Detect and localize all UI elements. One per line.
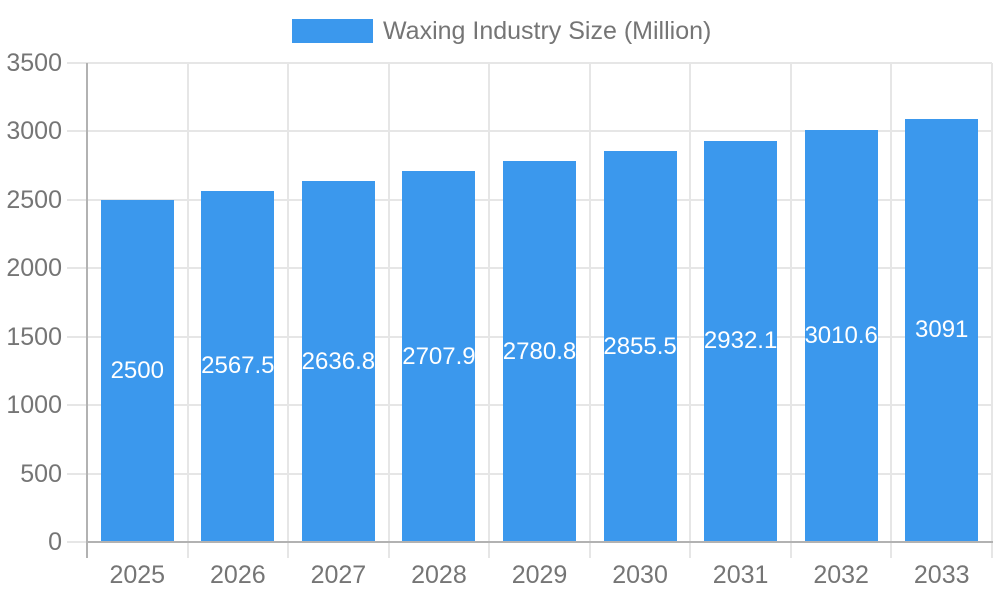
- y-tick-label: 1500: [6, 322, 62, 351]
- category-gridline: [890, 63, 893, 558]
- bar-value-label: 2855.5: [603, 332, 677, 360]
- bar: [100, 199, 174, 542]
- legend-swatch-icon: [292, 19, 373, 43]
- y-tick-label: 3000: [6, 117, 62, 146]
- y-tick-label: 2500: [6, 185, 62, 214]
- bar-value-label: 2707.9: [402, 342, 476, 370]
- y-gridline: [67, 130, 992, 133]
- bar-value-label: 3091: [915, 316, 969, 344]
- bar: [704, 140, 778, 542]
- bar: [603, 151, 677, 542]
- x-tick-label: 2027: [310, 561, 367, 589]
- bar-value-label: 2567.5: [201, 352, 275, 380]
- bar-value-label: 2500: [110, 356, 164, 384]
- category-gridline: [387, 63, 390, 558]
- bar: [201, 190, 275, 542]
- x-tick-label: 2030: [612, 561, 668, 589]
- bar: [301, 181, 375, 542]
- x-tick-label: 2028: [411, 561, 467, 589]
- y-tick-label: 2000: [6, 254, 62, 283]
- bar-value-label: 2932.1: [703, 327, 778, 355]
- x-tick-label: 2026: [210, 561, 266, 589]
- y-tick-label: 1000: [6, 391, 62, 420]
- bar: [503, 161, 576, 542]
- x-tick-label: 2032: [813, 561, 869, 589]
- category-gridline: [991, 63, 993, 558]
- bar-value-label: 3010.6: [804, 321, 878, 349]
- x-tick-label: 2029: [511, 561, 568, 589]
- category-gridline: [689, 63, 692, 558]
- x-tick-label: 2025: [109, 561, 166, 589]
- x-tick-label: 2033: [913, 561, 970, 589]
- y-tick-label: 3500: [6, 49, 62, 77]
- bar-value-label: 2636.8: [301, 347, 376, 375]
- bar: [804, 129, 878, 542]
- category-gridline: [287, 63, 290, 558]
- category-gridline: [588, 63, 591, 558]
- bar: [905, 118, 979, 542]
- legend-label: Waxing Industry Size (Million): [383, 16, 712, 45]
- y-tick-label: 500: [20, 459, 62, 488]
- bar-value-label: 2780.8: [502, 337, 577, 365]
- y-tick-label: 0: [48, 528, 62, 556]
- bar: [402, 171, 476, 542]
- y-gridline: [67, 62, 992, 64]
- y-axis-line: [86, 63, 88, 558]
- x-axis-line: [86, 541, 993, 543]
- category-gridline: [186, 63, 189, 558]
- legend: Waxing Industry Size (Million): [292, 16, 712, 45]
- x-tick-label: 2031: [712, 561, 769, 589]
- category-gridline: [488, 63, 491, 558]
- category-gridline: [789, 63, 792, 558]
